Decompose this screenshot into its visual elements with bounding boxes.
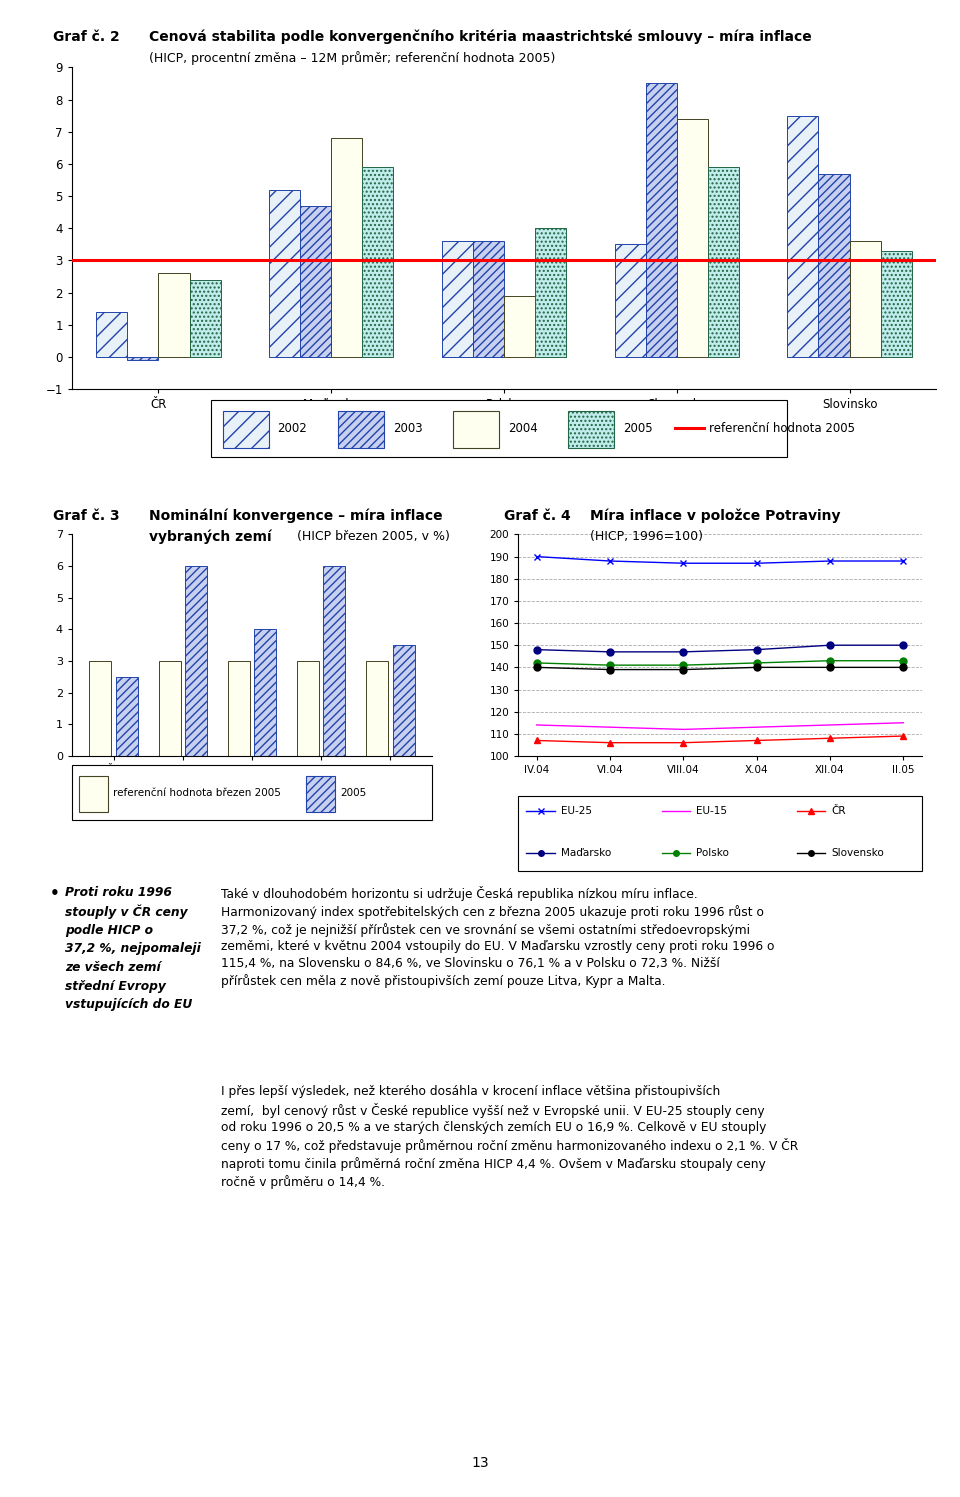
Bar <box>297 662 319 756</box>
Bar <box>89 662 111 756</box>
Bar <box>96 311 128 356</box>
Text: Graf č. 3: Graf č. 3 <box>53 509 119 522</box>
Bar <box>646 84 677 356</box>
Text: referenční hodnota 2005: referenční hodnota 2005 <box>709 422 855 434</box>
Bar <box>228 662 250 756</box>
Text: 2005: 2005 <box>623 422 653 434</box>
Bar <box>473 241 504 356</box>
Bar <box>535 228 566 356</box>
Text: 2004: 2004 <box>508 422 538 434</box>
FancyBboxPatch shape <box>453 412 499 448</box>
Text: Míra inflace v položce Potraviny: Míra inflace v položce Potraviny <box>590 509 841 524</box>
Text: Také v dlouhodobém horizontu si udržuje Česká republika nízkou míru inflace.
Har: Také v dlouhodobém horizontu si udržuje … <box>221 886 775 988</box>
Text: ze všech zemí: ze všech zemí <box>65 961 161 975</box>
FancyBboxPatch shape <box>338 412 384 448</box>
Text: střední Evropy: střední Evropy <box>65 981 166 993</box>
Bar <box>819 174 850 356</box>
Bar <box>185 566 207 756</box>
Text: I přes lepší výsledek, než kterého dosáhla v krocení inflace většina přistoupivš: I přes lepší výsledek, než kterého dosáh… <box>221 1085 798 1189</box>
Text: Slovensko: Slovensko <box>830 847 883 858</box>
Bar <box>158 662 180 756</box>
Bar <box>787 115 819 356</box>
Text: 2003: 2003 <box>393 422 422 434</box>
Bar <box>362 168 394 356</box>
Text: Graf č. 4: Graf č. 4 <box>504 509 571 522</box>
Bar <box>614 244 646 356</box>
Bar <box>366 662 389 756</box>
Bar <box>708 168 739 356</box>
Text: Nominální konvergence – míra inflace: Nominální konvergence – míra inflace <box>149 509 443 524</box>
Bar <box>442 241 473 356</box>
Text: vybraných zemí: vybraných zemí <box>149 530 272 545</box>
Bar <box>115 677 138 756</box>
Text: 13: 13 <box>471 1457 489 1470</box>
Text: Maďarsko: Maďarsko <box>561 847 611 858</box>
FancyBboxPatch shape <box>211 400 787 457</box>
Bar <box>158 274 189 356</box>
Text: EU-25: EU-25 <box>561 807 591 816</box>
Text: Cenová stabilita podle konvergenčního kritéria maastrichtské smlouvy – míra infl: Cenová stabilita podle konvergenčního kr… <box>149 30 811 45</box>
Bar <box>331 138 362 356</box>
Text: •: • <box>50 886 60 901</box>
Text: (HICP, procentní změna – 12M průměr; referenční hodnota 2005): (HICP, procentní změna – 12M průměr; ref… <box>149 51 555 64</box>
FancyBboxPatch shape <box>223 412 269 448</box>
Bar <box>300 205 331 356</box>
Text: stouply v ČR ceny: stouply v ČR ceny <box>65 904 188 919</box>
Bar <box>393 645 415 756</box>
Bar <box>880 251 912 356</box>
Text: 2002: 2002 <box>277 422 307 434</box>
Bar <box>128 356 158 361</box>
Text: vstupujících do EU: vstupujících do EU <box>65 998 193 1012</box>
Bar <box>677 118 708 356</box>
Text: EU-15: EU-15 <box>696 807 727 816</box>
Text: ČR: ČR <box>830 807 846 816</box>
Text: 37,2 %, nejpomaleji: 37,2 %, nejpomaleji <box>65 943 202 955</box>
Text: Polsko: Polsko <box>696 847 729 858</box>
Bar <box>850 241 880 356</box>
Bar <box>189 280 221 356</box>
Text: Graf č. 2: Graf č. 2 <box>53 30 120 43</box>
FancyBboxPatch shape <box>306 775 335 811</box>
Text: 2005: 2005 <box>340 787 367 798</box>
Bar <box>504 296 535 356</box>
Bar <box>269 190 300 356</box>
FancyBboxPatch shape <box>72 765 432 820</box>
Bar <box>254 629 276 756</box>
Text: Proti roku 1996: Proti roku 1996 <box>65 886 172 900</box>
FancyBboxPatch shape <box>79 775 108 811</box>
Text: referenční hodnota březen 2005: referenční hodnota březen 2005 <box>113 787 281 798</box>
Text: (HICP březen 2005, v %): (HICP březen 2005, v %) <box>293 530 449 543</box>
Text: podle HICP o: podle HICP o <box>65 924 154 937</box>
FancyBboxPatch shape <box>518 796 922 871</box>
Bar <box>324 566 346 756</box>
Text: (HICP, 1996=100): (HICP, 1996=100) <box>590 530 704 543</box>
FancyBboxPatch shape <box>568 412 614 448</box>
